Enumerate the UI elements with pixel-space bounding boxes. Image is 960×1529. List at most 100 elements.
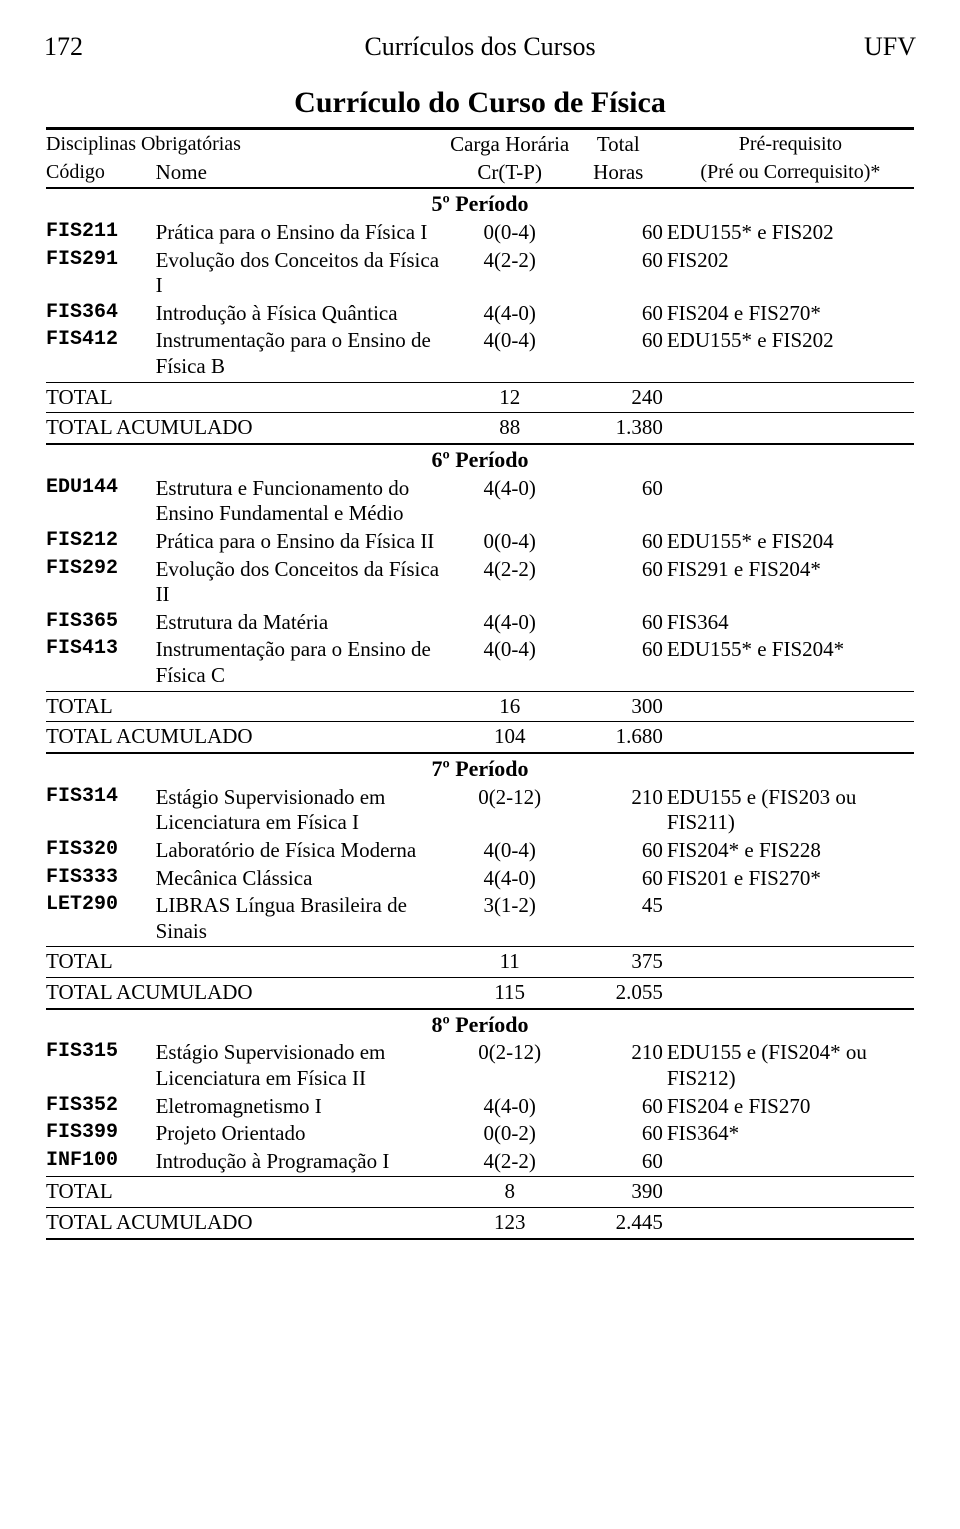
discipline-carga: 0(0-4) [448, 528, 572, 556]
discipline-name: Prática para o Ensino da Física II [154, 528, 448, 556]
discipline-prereq [665, 475, 916, 528]
table-row: FIS364Introdução à Física Quântica4(4-0)… [44, 300, 916, 328]
period-row: 6º Período [44, 446, 916, 475]
discipline-code: INF100 [44, 1148, 154, 1176]
discipline-name: Evolução dos Conceitos da Física II [154, 556, 448, 609]
page-number: 172 [44, 32, 124, 62]
table-header-row-2: Código Nome Cr(T-P) Horas (Pré ou Correq… [44, 159, 916, 187]
th-carga: Carga Horária [448, 131, 572, 159]
discipline-prereq: EDU155 e (FIS203 ou FIS211) [665, 784, 916, 837]
period-label: 6º Período [44, 446, 916, 475]
discipline-name: Laboratório de Física Moderna [154, 837, 448, 865]
total-carga: 8 [448, 1178, 572, 1206]
acumulado-horas: 1.380 [572, 414, 665, 442]
acumulado-horas: 2.445 [572, 1209, 665, 1237]
discipline-prereq: EDU155 e (FIS204* ou FIS212) [665, 1039, 916, 1092]
discipline-prereq: EDU155* e FIS202 [665, 219, 916, 247]
discipline-code: LET290 [44, 892, 154, 945]
discipline-carga: 0(2-12) [448, 784, 572, 837]
discipline-carga: 4(4-0) [448, 865, 572, 893]
discipline-horas: 60 [572, 609, 665, 637]
discipline-carga: 4(0-4) [448, 636, 572, 689]
discipline-horas: 60 [572, 556, 665, 609]
table-row: FIS315Estágio Supervisionado em Licencia… [44, 1039, 916, 1092]
curriculum-table: Disciplinas Obrigatórias Carga Horária T… [44, 126, 916, 1241]
discipline-code: FIS364 [44, 300, 154, 328]
acumulado-label: TOTAL ACUMULADO [44, 979, 448, 1007]
discipline-name: Evolução dos Conceitos da Física I [154, 247, 448, 300]
discipline-horas: 60 [572, 865, 665, 893]
th-total: Total [572, 131, 665, 159]
discipline-code: FIS412 [44, 327, 154, 380]
discipline-horas: 60 [572, 247, 665, 300]
th-horas: Horas [572, 159, 665, 187]
discipline-carga: 4(2-2) [448, 1148, 572, 1176]
table-row: INF100Introdução à Programação I4(2-2)60 [44, 1148, 916, 1176]
total-carga: 12 [448, 384, 572, 412]
table-row: FIS399Projeto Orientado0(0-2)60FIS364* [44, 1120, 916, 1148]
total-acumulado-row: TOTAL ACUMULADO1041.680 [44, 723, 916, 751]
total-label: TOTAL [44, 1178, 448, 1206]
total-horas: 375 [572, 948, 665, 976]
discipline-code: FIS314 [44, 784, 154, 837]
discipline-name: Projeto Orientado [154, 1120, 448, 1148]
discipline-name: LIBRAS Língua Brasileira de Sinais [154, 892, 448, 945]
acumulado-label: TOTAL ACUMULADO [44, 414, 448, 442]
discipline-name: Estágio Supervisionado em Licenciatura e… [154, 784, 448, 837]
total-carga: 16 [448, 693, 572, 721]
total-row: TOTAL12240 [44, 384, 916, 412]
table-row: FIS320Laboratório de Física Moderna4(0-4… [44, 837, 916, 865]
discipline-code: FIS399 [44, 1120, 154, 1148]
table-row: FIS314Estágio Supervisionado em Licencia… [44, 784, 916, 837]
discipline-carga: 0(0-4) [448, 219, 572, 247]
discipline-prereq: FIS364 [665, 609, 916, 637]
discipline-carga: 3(1-2) [448, 892, 572, 945]
document-title: Currículo do Curso de Física [44, 86, 916, 120]
discipline-horas: 60 [572, 219, 665, 247]
total-acumulado-row: TOTAL ACUMULADO1152.055 [44, 979, 916, 1007]
discipline-code: FIS333 [44, 865, 154, 893]
discipline-horas: 60 [572, 475, 665, 528]
discipline-prereq: FIS291 e FIS204* [665, 556, 916, 609]
total-label: TOTAL [44, 693, 448, 721]
table-row: LET290LIBRAS Língua Brasileira de Sinais… [44, 892, 916, 945]
discipline-horas: 45 [572, 892, 665, 945]
discipline-name: Introdução à Física Quântica [154, 300, 448, 328]
institution-code: UFV [836, 32, 916, 62]
th-prereq: Pré-requisito [665, 131, 916, 159]
discipline-prereq: EDU155* e FIS204 [665, 528, 916, 556]
discipline-code: FIS212 [44, 528, 154, 556]
discipline-carga: 4(4-0) [448, 300, 572, 328]
discipline-name: Prática para o Ensino da Física I [154, 219, 448, 247]
discipline-prereq: FIS202 [665, 247, 916, 300]
discipline-code: FIS211 [44, 219, 154, 247]
header-title: Currículos dos Cursos [124, 32, 836, 62]
discipline-code: FIS413 [44, 636, 154, 689]
th-codigo: Código [44, 159, 154, 187]
table-row: FIS333Mecânica Clássica4(4-0)60FIS201 e … [44, 865, 916, 893]
discipline-horas: 60 [572, 528, 665, 556]
discipline-name: Mecânica Clássica [154, 865, 448, 893]
table-row: FIS212Prática para o Ensino da Física II… [44, 528, 916, 556]
total-acumulado-row: TOTAL ACUMULADO881.380 [44, 414, 916, 442]
discipline-code: FIS365 [44, 609, 154, 637]
table-row: FIS291Evolução dos Conceitos da Física I… [44, 247, 916, 300]
discipline-name: Instrumentação para o Ensino de Física B [154, 327, 448, 380]
discipline-name: Introdução à Programação I [154, 1148, 448, 1176]
table-row: EDU144Estrutura e Funcionamento do Ensin… [44, 475, 916, 528]
total-row: TOTAL8390 [44, 1178, 916, 1206]
discipline-carga: 0(0-2) [448, 1120, 572, 1148]
discipline-carga: 0(2-12) [448, 1039, 572, 1092]
acumulado-carga: 115 [448, 979, 572, 1007]
discipline-prereq: EDU155* e FIS204* [665, 636, 916, 689]
discipline-name: Instrumentação para o Ensino de Física C [154, 636, 448, 689]
total-horas: 390 [572, 1178, 665, 1206]
table-header-row-1: Disciplinas Obrigatórias Carga Horária T… [44, 131, 916, 159]
discipline-name: Estrutura da Matéria [154, 609, 448, 637]
acumulado-carga: 88 [448, 414, 572, 442]
discipline-code: FIS320 [44, 837, 154, 865]
discipline-prereq: FIS204* e FIS228 [665, 837, 916, 865]
period-label: 7º Período [44, 755, 916, 784]
table-row: FIS292Evolução dos Conceitos da Física I… [44, 556, 916, 609]
discipline-carga: 4(2-2) [448, 247, 572, 300]
